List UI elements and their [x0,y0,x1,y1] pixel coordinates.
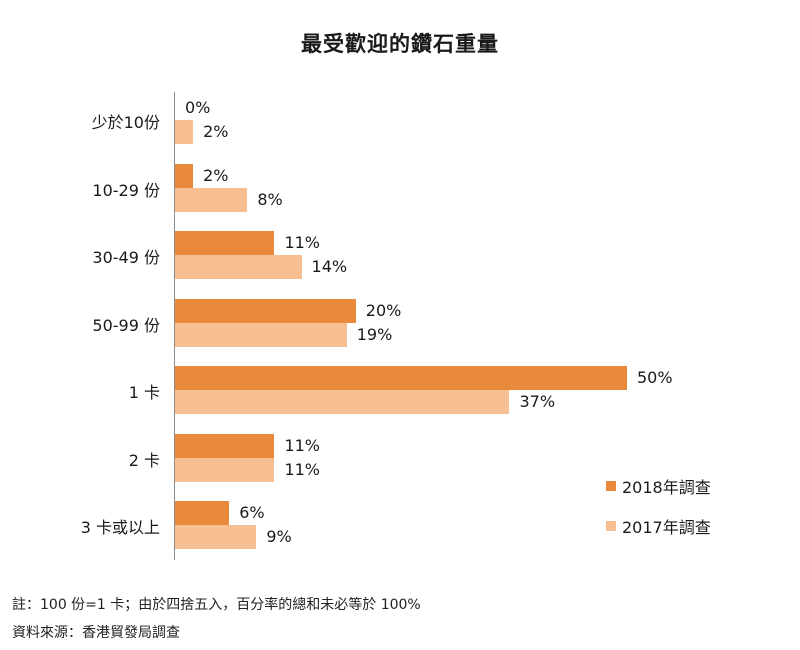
category-label: 1 卡 [128,383,160,402]
category-label: 3 卡或以上 [80,518,160,537]
bar-2017 [175,322,347,347]
legend-label-2018: 2018年調查 [622,478,711,497]
value-label: 11% [284,459,320,479]
legend-item-2018: 2018年調查 [606,474,711,498]
footnote: 註：100 份=1 卡；由於四捨五入，百分率的總和未必等於 100% [12,597,421,613]
bar-2018 [175,501,230,525]
value-label: 2% [203,122,229,141]
bar-2018 [175,163,194,188]
category-label: 10-29 份 [92,180,160,200]
legend-swatch-2018 [606,481,616,491]
legend-label-2017: 2017年調查 [622,518,711,537]
bar-2018 [175,298,356,323]
value-label: 0% [185,98,211,117]
category-label: 30-49 份 [92,248,160,267]
bar-2018 [175,231,275,255]
value-label: 20% [365,300,402,320]
category-label: 2 卡 [128,450,160,470]
bar-2017 [175,187,248,212]
bar-2018 [175,433,275,458]
bar-2017 [175,255,302,279]
value-label: 6% [239,503,265,522]
bar-2017 [175,457,275,482]
bar-2017 [175,390,510,414]
category-label: 50-99 份 [92,315,160,335]
bar-2017 [175,525,257,549]
bar-2017 [175,120,194,144]
value-label: 11% [284,435,320,455]
legend-item-2017: 2017年調查 [606,514,711,538]
value-label: 11% [284,233,320,252]
value-label: 9% [266,527,292,546]
y-axis-line [174,92,175,560]
chart-title: 最受歡迎的鑽石重量 [301,32,499,56]
value-label: 19% [356,324,393,344]
value-label: 8% [257,189,283,209]
category-label: 少於10份 [91,113,160,132]
legend-swatch-2017 [606,521,616,531]
value-label: 50% [637,368,673,387]
bar-2018 [175,366,627,390]
source-note: 資料來源：香港貿發局調查 [12,625,180,641]
value-label: 37% [519,392,556,411]
value-label: 14% [311,257,348,276]
value-label: 2% [203,165,229,185]
